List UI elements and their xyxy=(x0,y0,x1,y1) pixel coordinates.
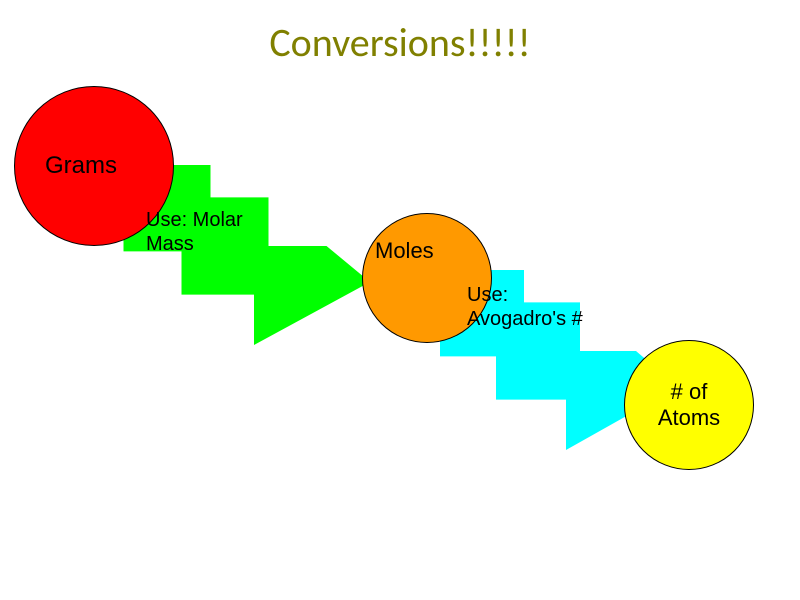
circle-grams-label: Grams xyxy=(45,152,117,180)
circle-atoms: # of Atoms xyxy=(624,340,754,470)
arrow-avogadro-label: Use: Avogadro's # xyxy=(467,283,583,331)
arrow-molar-mass-label: Use: Molar Mass xyxy=(146,208,243,256)
circle-atoms-label: # of Atoms xyxy=(658,379,720,431)
page-title: Conversions!!!!! xyxy=(269,18,530,67)
circle-moles-label: Moles xyxy=(375,238,434,264)
